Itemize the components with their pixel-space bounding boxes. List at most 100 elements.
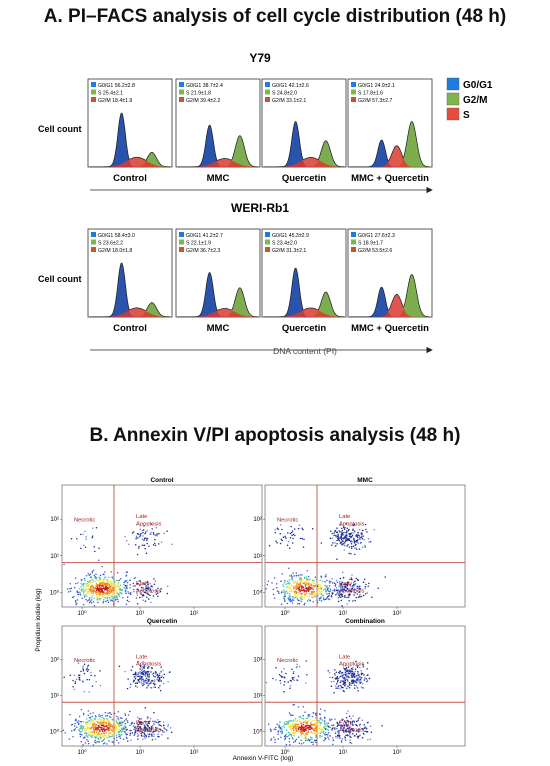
scatter-point <box>275 586 278 589</box>
scatter-point <box>305 739 307 742</box>
scatter-point <box>289 537 292 539</box>
scatter-point <box>363 539 365 541</box>
scatter-point <box>117 722 119 725</box>
stat-swatch <box>351 97 356 102</box>
scatter-point <box>96 586 99 588</box>
histogram-outline <box>90 262 171 318</box>
scatter-point <box>162 676 165 679</box>
scatter-point <box>366 680 368 683</box>
scatter-point <box>151 735 153 737</box>
scatter-point <box>97 718 99 721</box>
scatter-point <box>142 535 144 537</box>
scatter-point <box>343 538 345 540</box>
scatter-point <box>141 544 144 546</box>
scatter-point <box>148 545 150 547</box>
scatter-point <box>341 674 343 677</box>
scatter-point <box>125 589 127 591</box>
scatter-point <box>325 590 327 593</box>
scatter-point <box>291 602 294 604</box>
scatter-point <box>283 680 286 683</box>
stat-swatch <box>265 89 270 95</box>
scatter-point <box>360 673 363 676</box>
scatter-point <box>106 583 108 586</box>
scatter-point <box>288 740 291 743</box>
scatter-point <box>89 597 91 600</box>
scatter-point <box>293 670 295 673</box>
scatter-point <box>82 712 85 715</box>
stat-swatch <box>91 247 96 252</box>
scatter-point <box>300 739 302 742</box>
scatter-point <box>154 671 157 673</box>
scatter-point <box>72 685 74 688</box>
scatter-point <box>85 595 88 597</box>
scatter-point <box>129 683 132 685</box>
scatter-point <box>146 674 149 676</box>
scatter-point <box>91 570 94 573</box>
scatter-point <box>302 586 304 588</box>
scatter-point <box>345 522 348 525</box>
stat-label: G2/M 53.5±2.6 <box>358 248 392 254</box>
scatter-point <box>87 714 90 717</box>
scatter-point <box>311 728 313 730</box>
scatter-point <box>350 680 353 683</box>
scatter-point <box>288 720 290 722</box>
stat-label: G2/M 18.0±1.8 <box>98 248 132 254</box>
scatter-point <box>334 585 337 587</box>
scatter-point <box>120 729 123 731</box>
scatter-point <box>281 725 283 728</box>
scatter-point <box>291 534 293 537</box>
scatter-point <box>112 720 115 723</box>
scatter-point <box>297 574 300 577</box>
scatter-point <box>159 720 161 723</box>
scatter-point <box>153 720 155 723</box>
scatter-point <box>129 592 132 594</box>
scatter-point <box>267 723 270 725</box>
scatter-point <box>290 525 292 528</box>
scatter-point <box>112 589 115 592</box>
scatter-point <box>85 574 88 577</box>
scatter-point <box>317 727 319 729</box>
scatter-point <box>150 531 152 534</box>
scatter-point <box>325 733 327 736</box>
scatter-point <box>137 725 139 727</box>
scatter-point <box>361 719 364 721</box>
scatter-point <box>106 591 109 593</box>
scatter-point <box>101 740 103 742</box>
scatter-point <box>341 542 343 545</box>
scatter-point <box>281 539 283 542</box>
scatter-point <box>280 580 282 582</box>
scatter-point <box>341 532 344 534</box>
scatter-point <box>309 736 312 738</box>
scatter-point <box>157 718 159 721</box>
scatter-point <box>305 582 307 584</box>
scatter-point <box>91 719 93 722</box>
scatter-point <box>127 714 130 716</box>
scatter-point <box>292 728 294 730</box>
scatter-point <box>324 738 326 741</box>
scatter-point <box>346 603 348 605</box>
scatter-point <box>81 727 83 730</box>
scatter-point <box>341 676 344 679</box>
scatter-point <box>346 587 348 590</box>
scatter-point <box>144 681 147 683</box>
scatter-point <box>287 597 289 600</box>
scatter-point <box>113 712 116 715</box>
scatter-title: MMC <box>357 477 373 484</box>
scatter-point <box>138 718 141 720</box>
scatter-point <box>93 591 95 593</box>
scatter-point <box>351 673 354 675</box>
legend-label: G2/M <box>463 95 487 106</box>
histogram-outline <box>178 272 258 318</box>
scatter-point <box>87 731 90 734</box>
scatter-point <box>299 585 301 587</box>
scatter-point <box>98 741 101 743</box>
scatter-point <box>121 724 123 727</box>
scatter-point <box>324 728 327 730</box>
scatter-point <box>97 584 99 587</box>
scatter-point <box>346 669 349 671</box>
scatter-point <box>315 727 318 730</box>
stat-swatch <box>91 97 96 102</box>
scatter-point <box>147 725 149 728</box>
scatter-point <box>267 580 270 582</box>
scatter-point <box>76 591 79 593</box>
